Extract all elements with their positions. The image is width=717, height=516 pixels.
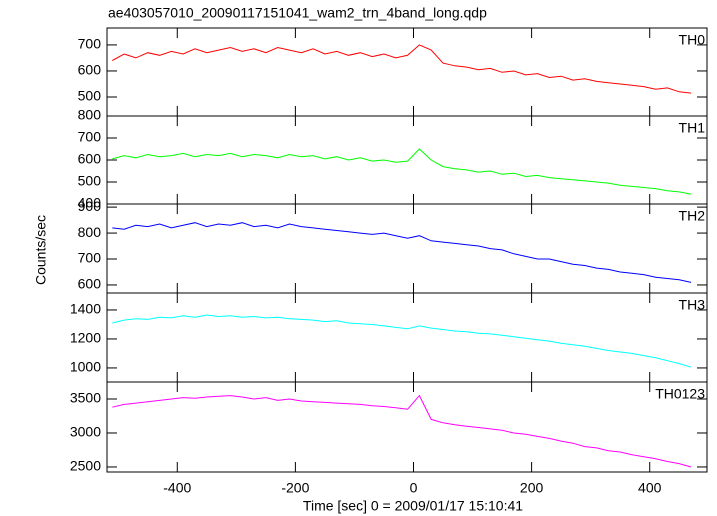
panel-label: TH0123 (655, 386, 705, 402)
chart-title: ae403057010_20090117151041_wam2_trn_4ban… (108, 5, 487, 21)
y-tick-label: 1000 (70, 359, 101, 375)
light-curve (112, 314, 692, 368)
light-curve (112, 148, 692, 195)
y-tick-label: 600 (78, 62, 102, 78)
y-tick-label: 600 (78, 276, 102, 292)
y-tick-label: 2500 (70, 458, 101, 474)
panel-label: TH0 (679, 32, 706, 48)
light-curve (112, 44, 692, 94)
y-tick-label: 400 (78, 195, 102, 211)
y-tick-label: 600 (78, 151, 102, 167)
y-tick-label: 700 (78, 129, 102, 145)
y-tick-label: 3500 (70, 390, 101, 406)
x-tick-label: 0 (410, 480, 418, 496)
y-tick-label: 900 (78, 198, 102, 214)
y-axis-label: Counts/sec (33, 215, 49, 285)
panel-frame (106, 115, 708, 205)
y-tick-label: 500 (78, 88, 102, 104)
x-tick-label: 200 (520, 480, 544, 496)
light-curve (112, 394, 692, 468)
panel-label: TH3 (679, 297, 706, 313)
y-tick-label: 800 (78, 224, 102, 240)
panel-frame (106, 203, 708, 294)
panel-frame (106, 381, 708, 473)
x-tick-label: -200 (281, 480, 309, 496)
y-tick-label: 3000 (70, 424, 101, 440)
panel-frame (106, 27, 708, 117)
x-axis-label: Time [sec] 0 = 2009/01/17 15:10:41 (303, 498, 523, 514)
y-tick-label: 700 (78, 36, 102, 52)
panel-label: TH1 (679, 120, 706, 136)
y-tick-label: 500 (78, 173, 102, 189)
panel-frame (106, 292, 708, 383)
light-curve (112, 222, 692, 283)
y-tick-label: 1400 (70, 301, 101, 317)
x-tick-label: 400 (638, 480, 662, 496)
y-tick-label: 700 (78, 250, 102, 266)
panel-label: TH2 (679, 208, 706, 224)
y-tick-label: 800 (78, 107, 102, 123)
x-tick-label: -400 (163, 480, 191, 496)
y-tick-label: 1200 (70, 330, 101, 346)
